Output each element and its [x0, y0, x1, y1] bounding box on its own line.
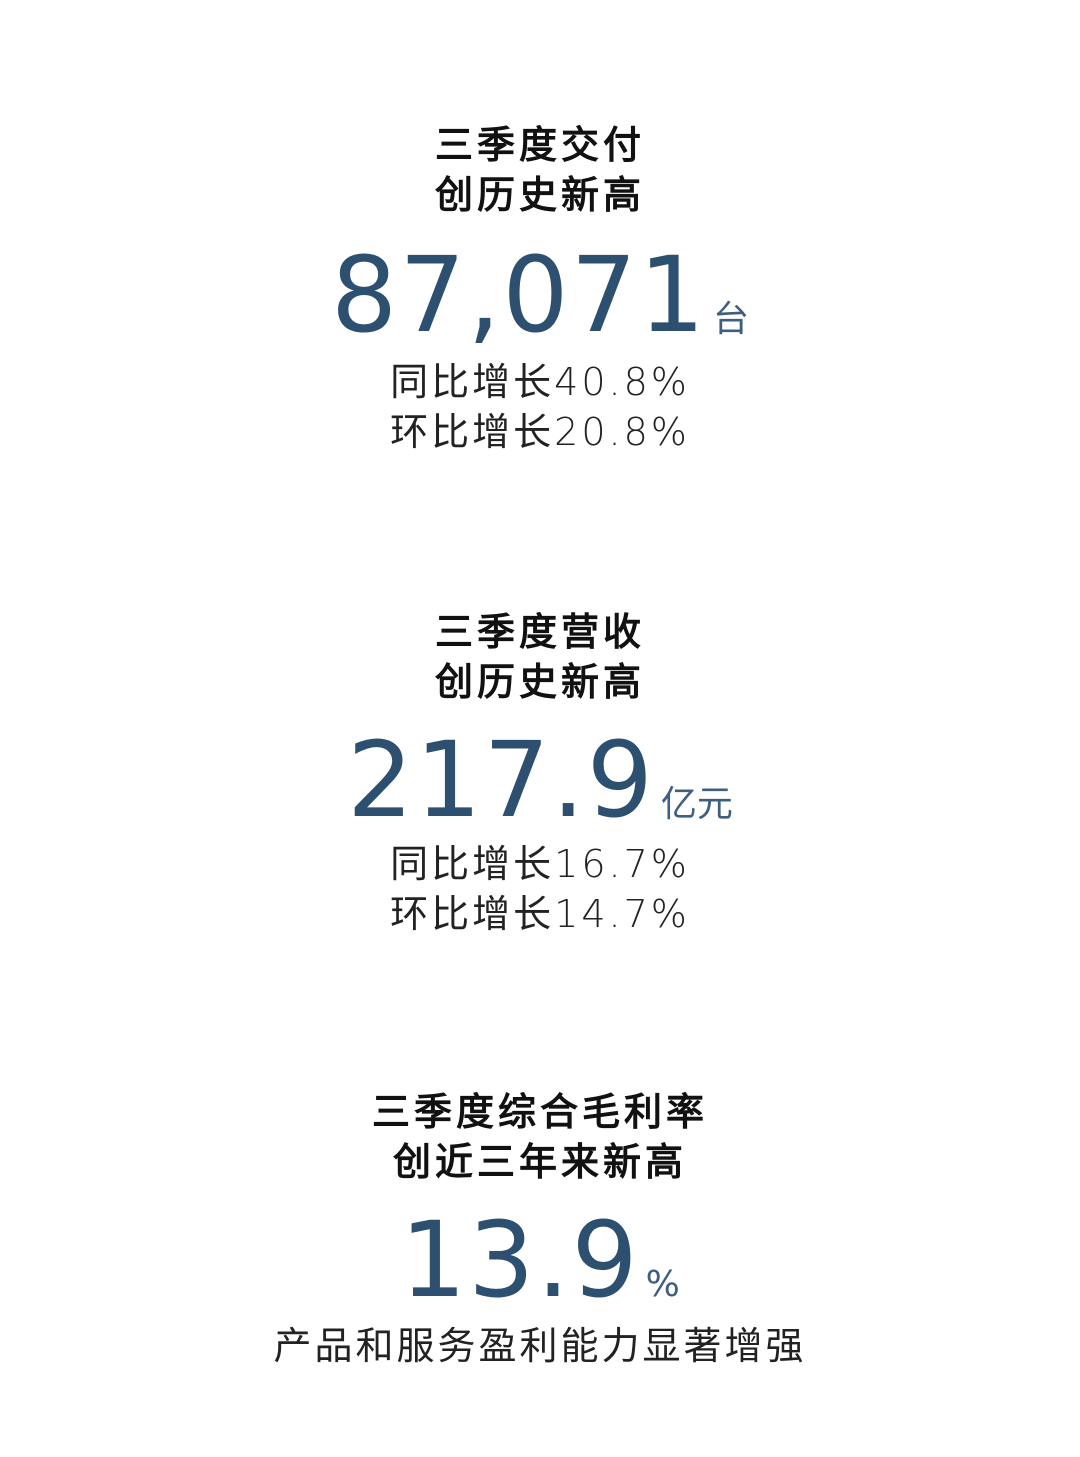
- metric-detail: 产品和服务盈利能力显著增强: [273, 1324, 807, 1368]
- metric-detail: 同比增长40.8%: [390, 360, 690, 404]
- metric-unit: 台: [712, 299, 749, 340]
- metric-detail: 环比增长14.7%: [390, 892, 690, 936]
- section-title: 三季度营收: [434, 610, 645, 654]
- metric-value: 217.9: [347, 719, 655, 841]
- metric-unit: %: [645, 1264, 680, 1305]
- metric-value-row: 217.9 亿元: [0, 725, 1080, 866]
- metric-detail: 同比增长16.7%: [390, 842, 690, 886]
- section-title: 三季度综合毛利率: [371, 1090, 708, 1134]
- metric-value-row: 13.9%: [0, 1205, 1080, 1346]
- metric-value-row: 87,071 台: [0, 240, 1080, 381]
- metric-detail: 环比增长20.8%: [390, 410, 690, 454]
- metric-value: 13.9: [400, 1199, 640, 1321]
- section-title: 创历史新高: [434, 660, 645, 704]
- section-title: 三季度交付: [434, 123, 645, 167]
- metric-value: 87,071: [331, 234, 707, 356]
- section-title: 创历史新高: [434, 173, 645, 217]
- metric-unit: 亿元: [660, 784, 733, 825]
- section-title: 创近三年来新高: [392, 1140, 687, 1184]
